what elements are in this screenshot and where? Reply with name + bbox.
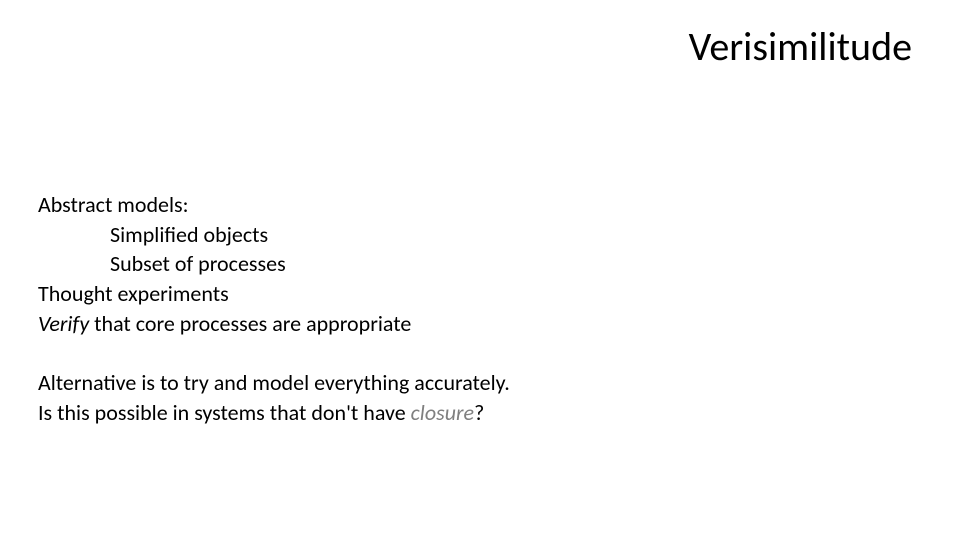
body-line-thought-experiments: Thought experiments (38, 279, 510, 309)
slide-title: Verisimilitude (689, 22, 912, 71)
slide-container: Verisimilitude Abstract models: Simplifi… (0, 0, 960, 540)
closure-end: ? (474, 399, 484, 426)
body-line-simplified-objects: Simplified objects (38, 220, 510, 250)
body-line-verify: Verify that core processes are appropria… (38, 309, 510, 339)
body-line-closure: Is this possible in systems that don't h… (38, 398, 510, 428)
body-line-abstract-models: Abstract models: (38, 190, 510, 220)
body-line-alternative: Alternative is to try and model everythi… (38, 368, 510, 398)
verify-italic: Verify (38, 310, 89, 337)
verify-rest: that core processes are appropriate (89, 310, 411, 337)
closure-start: Is this possible in systems that don't h… (38, 399, 411, 426)
paragraph-spacer (38, 338, 510, 368)
slide-body: Abstract models: Simplified objects Subs… (38, 190, 510, 428)
body-line-subset-processes: Subset of processes (38, 249, 510, 279)
closure-italic: closure (411, 399, 474, 426)
